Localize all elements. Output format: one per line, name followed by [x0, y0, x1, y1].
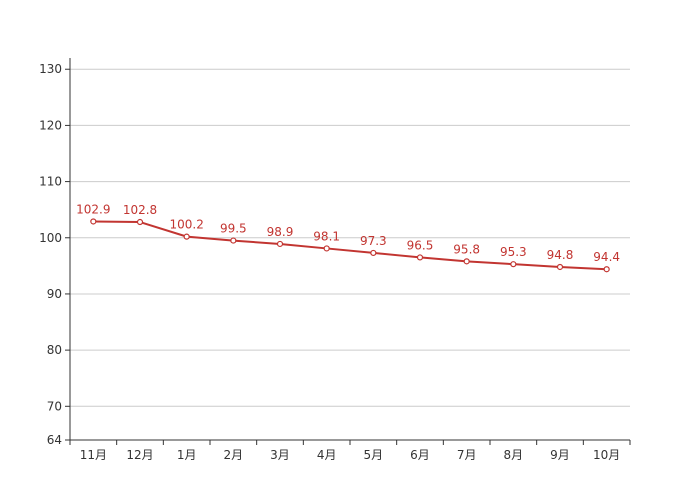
data-point [510, 261, 517, 268]
data-label: 98.1 [313, 229, 340, 243]
x-tick-label: 5月 [364, 448, 384, 462]
data-label: 94.4 [593, 250, 620, 264]
data-point [90, 218, 97, 225]
data-point [416, 254, 424, 261]
y-tick-label: 120 [39, 118, 62, 132]
x-tick-label: 10月 [593, 448, 620, 462]
data-point [230, 237, 237, 244]
data-label: 98.9 [267, 225, 294, 239]
data-label: 97.3 [360, 234, 387, 248]
y-tick-label: 64 [47, 433, 62, 447]
data-label: 102.9 [76, 202, 110, 216]
data-point [370, 249, 377, 257]
data-point [276, 240, 284, 248]
y-tick-label: 110 [39, 175, 62, 189]
data-point [183, 233, 190, 240]
data-label: 100.2 [169, 218, 203, 232]
x-tick-label: 7月 [457, 448, 477, 462]
x-tick-label: 9月 [550, 448, 570, 462]
x-tick-label: 8月 [504, 448, 524, 462]
series-layer [90, 218, 610, 273]
data-label: 102.8 [123, 203, 157, 217]
grid-layer [70, 68, 630, 407]
y-tick-label: 70 [47, 399, 62, 413]
data-point [136, 218, 144, 226]
data-point [463, 258, 470, 265]
data-label: 96.5 [407, 238, 434, 252]
data-label: 95.8 [453, 242, 480, 256]
y-tick-label: 130 [39, 62, 62, 76]
x-tick-label: 4月 [317, 448, 337, 462]
y-tick-label: 100 [39, 231, 62, 245]
x-tick-label: 12月 [126, 448, 153, 462]
series-line [93, 220, 607, 271]
data-point [556, 263, 564, 271]
data-label: 94.8 [547, 248, 574, 262]
data-point [603, 266, 610, 273]
x-tick-label: 11月 [80, 448, 107, 462]
x-tick-label: 2月 [224, 448, 244, 462]
x-tick-label: 1月 [177, 448, 197, 462]
data-label-layer: 102.9 102.8 100.2 99.5 98.9 98.1 97.3 96.5 95.8 9… [76, 202, 620, 264]
axis-layer: 64 70 80 90 100 110 120 130 11月 12月 1月 2月 3月 4月 5月 6月 7月… [39, 58, 631, 462]
data-label: 95.3 [500, 245, 527, 259]
x-tick-label: 3月 [270, 448, 290, 462]
y-tick-label: 90 [47, 287, 62, 301]
data-label: 99.5 [220, 222, 247, 236]
data-point [323, 245, 330, 252]
y-tick-label: 80 [47, 343, 62, 357]
x-tick-label: 6月 [410, 448, 430, 462]
